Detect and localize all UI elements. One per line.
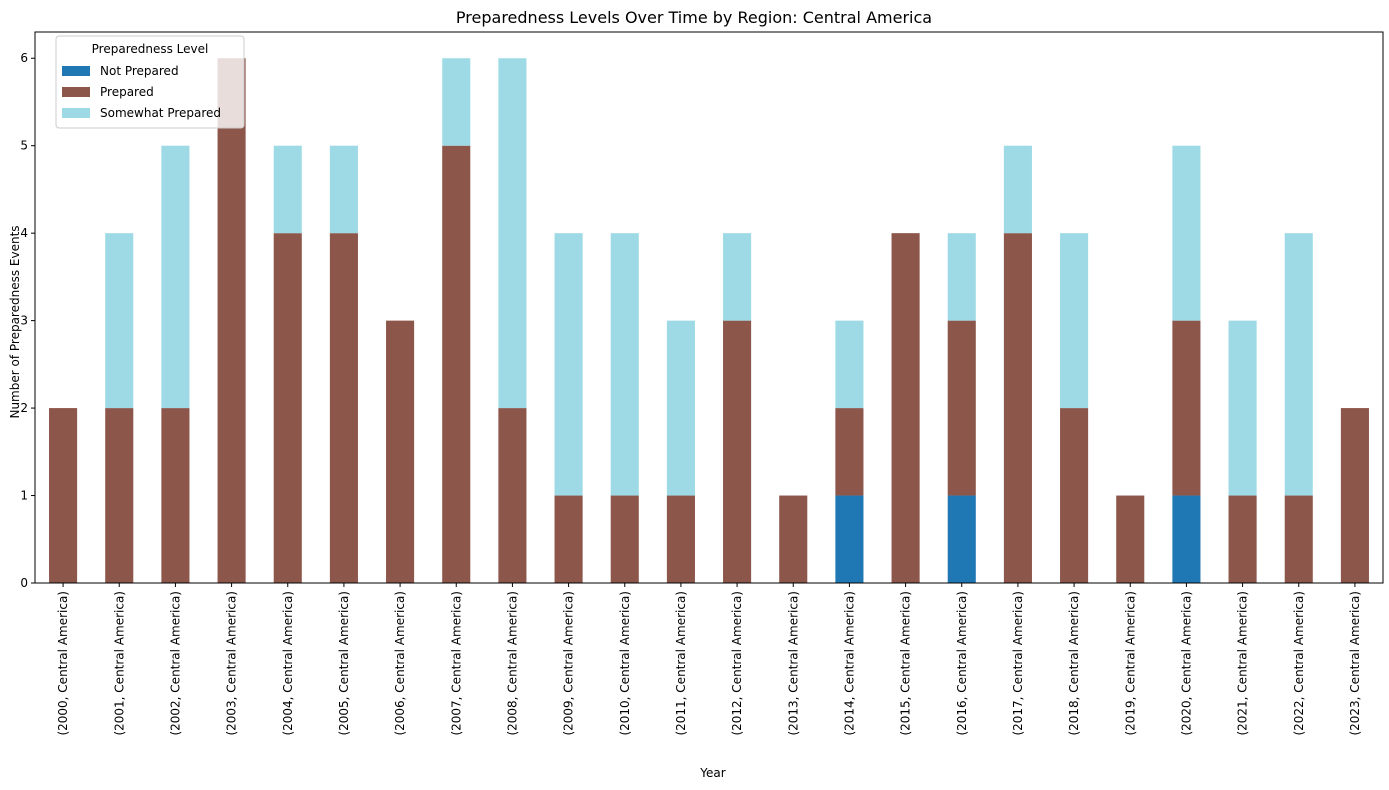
bar-segment bbox=[891, 233, 920, 583]
legend-label: Somewhat Prepared bbox=[100, 106, 221, 120]
bar-segment bbox=[329, 145, 358, 234]
bar-segment bbox=[1060, 233, 1089, 409]
bar-segment bbox=[1228, 495, 1257, 583]
x-tick-label: (2002, Central America) bbox=[168, 591, 182, 736]
bar-segment bbox=[723, 320, 752, 583]
x-tick-label: (2005, Central America) bbox=[337, 591, 351, 736]
bar-segment bbox=[386, 320, 415, 583]
legend: Preparedness Level Not Prepared Prepared S… bbox=[55, 35, 245, 129]
legend-label: Not Prepared bbox=[100, 64, 179, 78]
bar-segment bbox=[1172, 320, 1201, 496]
x-tick-label: (2020, Central America) bbox=[1179, 591, 1193, 736]
bar-segment bbox=[835, 320, 864, 409]
x-tick-label: (2004, Central America) bbox=[281, 591, 295, 736]
bar-segment bbox=[1116, 495, 1145, 583]
bar-segment bbox=[1003, 145, 1032, 234]
bar-segment bbox=[835, 495, 864, 583]
x-tick-label: (2006, Central America) bbox=[393, 591, 407, 736]
bar-segment bbox=[779, 495, 808, 583]
bar-segment bbox=[498, 408, 527, 583]
y-tick-label: 2 bbox=[20, 401, 28, 415]
legend-title: Preparedness Level bbox=[92, 42, 209, 56]
x-tick-label: (2023, Central America) bbox=[1348, 591, 1362, 736]
x-tick-label: (2014, Central America) bbox=[842, 591, 856, 736]
bar-segment bbox=[947, 495, 976, 583]
bar-segment bbox=[161, 145, 190, 409]
x-tick-label: (2008, Central America) bbox=[505, 591, 519, 736]
legend-swatch bbox=[62, 87, 90, 97]
y-tick-label: 0 bbox=[20, 576, 28, 590]
bar-segment bbox=[217, 58, 246, 583]
bar-segment bbox=[666, 495, 695, 583]
legend-swatch bbox=[62, 66, 90, 76]
bar-segment bbox=[1340, 408, 1369, 583]
legend-frame bbox=[55, 35, 245, 129]
bar-segment bbox=[161, 408, 190, 583]
bar-segment bbox=[498, 58, 527, 409]
bar-segment bbox=[1228, 320, 1257, 496]
x-tick-label: (2000, Central America) bbox=[56, 591, 70, 736]
bar-segment bbox=[1172, 145, 1201, 321]
bar-segment bbox=[666, 320, 695, 496]
bar-segment bbox=[442, 58, 471, 146]
bar-segment bbox=[329, 233, 358, 583]
y-tick-label: 1 bbox=[20, 489, 28, 503]
bar-segment bbox=[835, 408, 864, 496]
x-tick-label: (2016, Central America) bbox=[955, 591, 969, 736]
x-tick-label: (2022, Central America) bbox=[1292, 591, 1306, 736]
y-axis-label: Number of Preparedness Events bbox=[8, 225, 22, 418]
bar-segment bbox=[610, 233, 639, 496]
y-tick-label: 4 bbox=[20, 226, 28, 240]
x-tick-label: (2017, Central America) bbox=[1011, 591, 1025, 736]
legend-entries: Not Prepared Prepared Somewhat Prepared bbox=[62, 64, 221, 120]
x-tick-label: (2001, Central America) bbox=[112, 591, 126, 736]
bar-segment bbox=[554, 233, 583, 496]
bar-segment bbox=[554, 495, 583, 583]
x-tick-label: (2010, Central America) bbox=[618, 591, 632, 736]
x-tick-label: (2019, Central America) bbox=[1123, 591, 1137, 736]
bar-segment bbox=[105, 233, 134, 409]
x-tick-label: (2013, Central America) bbox=[786, 591, 800, 736]
bar-segment bbox=[610, 495, 639, 583]
y-tick-label: 3 bbox=[20, 314, 28, 328]
bar-segment bbox=[49, 408, 78, 583]
bar-segment bbox=[442, 145, 471, 583]
x-axis-label: Year bbox=[699, 766, 725, 780]
bar-segment bbox=[105, 408, 134, 583]
bar-segment bbox=[1003, 233, 1032, 583]
bar-segment bbox=[1284, 233, 1313, 496]
x-tick-label: (2015, Central America) bbox=[899, 591, 913, 736]
bar-segment bbox=[1172, 495, 1201, 583]
bar-segment bbox=[947, 320, 976, 496]
bar-segment bbox=[947, 233, 976, 321]
y-tick-label: 5 bbox=[20, 139, 28, 153]
axes-frame bbox=[34, 31, 1384, 584]
x-tick-label: (2018, Central America) bbox=[1067, 591, 1081, 736]
x-tick-label: (2003, Central America) bbox=[225, 591, 239, 736]
y-tick-label: 6 bbox=[20, 51, 28, 65]
bar-segment bbox=[273, 145, 302, 234]
legend-label: Prepared bbox=[100, 85, 154, 99]
plot-area: 0 1 2 3 4 5 6 (2000, Central America) (2001, Cen… bbox=[20, 31, 1384, 736]
chart-title: Preparedness Levels Over Time by Region:… bbox=[456, 8, 932, 27]
bar-segment bbox=[723, 233, 752, 321]
legend-swatch bbox=[62, 108, 90, 118]
bar-segment bbox=[273, 233, 302, 583]
x-tick-label: (2009, Central America) bbox=[562, 591, 576, 736]
bar-segment bbox=[1060, 408, 1089, 583]
bar-segment bbox=[1284, 495, 1313, 583]
x-tick-label: (2021, Central America) bbox=[1236, 591, 1250, 736]
x-tick-label: (2007, Central America) bbox=[449, 591, 463, 736]
x-tick-label: (2012, Central America) bbox=[730, 591, 744, 736]
x-tick-label: (2011, Central America) bbox=[674, 591, 688, 736]
